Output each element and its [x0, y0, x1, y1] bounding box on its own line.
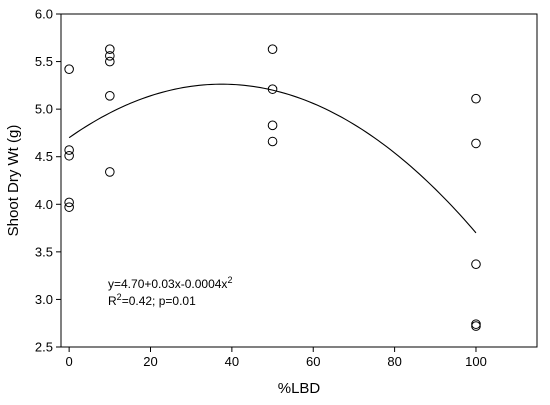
data-point: [64, 150, 74, 161]
data-point: [267, 84, 278, 94]
data-points: [64, 44, 481, 331]
data-point: [105, 44, 115, 55]
x-tick-label: 100: [465, 354, 487, 369]
x-tick-label: 20: [143, 354, 157, 369]
quadratic-fit-line: [68, 83, 477, 234]
y-tick-label: 5.5: [35, 54, 53, 69]
data-point: [471, 259, 481, 270]
data-point: [471, 138, 481, 149]
r-squared-value: =0.42; p=0.01: [122, 294, 196, 308]
plot-area: 0 20 40 60 80 100 2.5 3.0 3.5 4.0 4.5 5.0 5.5 6.0: [35, 7, 538, 369]
data-point: [105, 91, 115, 101]
x-tick-label: 0: [66, 354, 73, 369]
equation-exponent: 2: [227, 275, 232, 285]
data-point: [267, 44, 278, 55]
data-point: [267, 136, 278, 147]
data-point: [471, 319, 481, 329]
equation-text: y=4.70+0.03x-0.0004x: [108, 277, 227, 291]
r-squared-exponent: 2: [117, 292, 122, 302]
y-axis: 2.5 3.0 3.5 4.0 4.5 5.0 5.5 6.0: [35, 7, 61, 355]
r-squared-annotation: R2=0.42; p=0.01: [108, 292, 196, 308]
plot-frame: [60, 13, 538, 348]
y-tick-label: 4.0: [35, 197, 53, 212]
data-point: [64, 202, 74, 212]
x-tick-label: 80: [387, 354, 401, 369]
data-point: [64, 145, 74, 155]
x-axis: 0 20 40 60 80 100: [66, 347, 487, 369]
data-point: [105, 51, 115, 61]
y-tick-label: 3.0: [35, 292, 53, 307]
y-tick-label: 6.0: [35, 7, 53, 22]
x-tick-label: 60: [306, 354, 320, 369]
y-tick-label: 4.5: [35, 149, 53, 164]
y-tick-label: 3.5: [35, 244, 53, 259]
x-tick-label: 40: [225, 354, 239, 369]
data-point: [471, 321, 481, 331]
data-point: [471, 93, 481, 104]
equation-annotation: y=4.70+0.03x-0.0004x2: [108, 275, 232, 291]
y-tick-label: 5.0: [35, 102, 53, 117]
data-point: [64, 197, 74, 208]
r-squared-symbol: R: [108, 294, 117, 308]
y-tick-label: 2.5: [35, 340, 53, 355]
y-axis-title: Shoot Dry Wt (g): [5, 125, 22, 237]
data-point: [267, 120, 278, 131]
data-point: [105, 56, 115, 67]
x-axis-title: %LBD: [278, 380, 321, 397]
data-point: [64, 64, 74, 74]
data-point: [105, 167, 115, 177]
